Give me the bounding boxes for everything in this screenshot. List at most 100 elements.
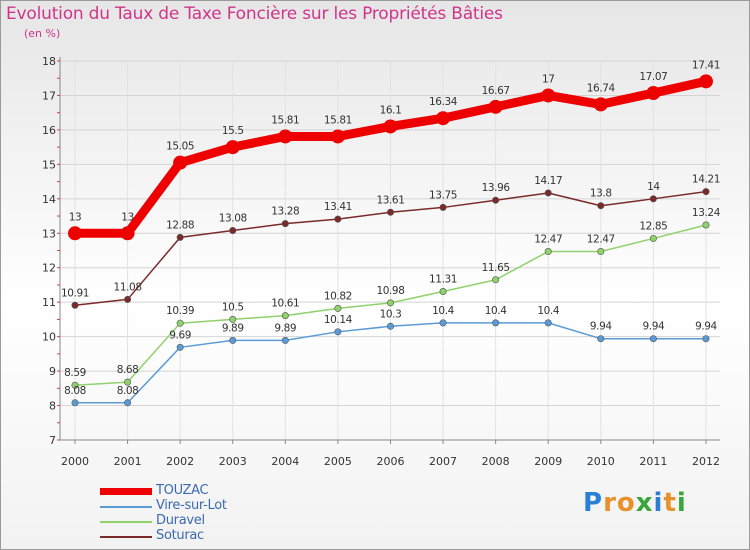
data-point-duravel: [124, 378, 132, 386]
data-point-duravel: [649, 234, 657, 242]
data-point-soturac: [124, 295, 132, 303]
x-tick-label: 2004: [271, 455, 299, 468]
data-label: 16.34: [429, 96, 458, 108]
chart-title: Evolution du Taux de Taxe Foncière sur l…: [6, 4, 503, 24]
data-point-vire-sur-lot: [229, 336, 237, 344]
data-label: 10.4: [537, 305, 559, 317]
x-tick-label: 2011: [639, 455, 667, 468]
data-point-vire-sur-lot: [386, 322, 394, 330]
x-tick-label: 2007: [429, 455, 457, 468]
logo-letter: t: [663, 488, 677, 518]
logo-letter: o: [616, 488, 636, 518]
x-tick-label: 2005: [324, 455, 352, 468]
data-point-soturac: [492, 196, 500, 204]
logo-letter: r: [603, 488, 617, 518]
logo-letter: i: [653, 488, 664, 518]
data-label: 11.65: [482, 262, 510, 274]
data-point-soturac: [649, 195, 657, 203]
data-point-soturac: [544, 189, 552, 197]
data-point-touzac: [278, 129, 293, 144]
data-point-vire-sur-lot: [71, 399, 79, 407]
legend-label: Duravel: [156, 513, 205, 528]
y-tick-label: 10: [42, 331, 56, 344]
data-point-touzac: [698, 74, 713, 89]
data-label: 10.4: [485, 305, 507, 317]
data-label: 16.67: [482, 85, 510, 97]
data-point-touzac: [541, 88, 556, 103]
data-point-touzac: [173, 155, 188, 170]
data-point-soturac: [597, 202, 605, 210]
data-label: 12.85: [639, 220, 667, 232]
data-label: 15.5: [222, 125, 244, 137]
data-label: 10.14: [324, 314, 353, 326]
y-tick-label: 16: [42, 124, 56, 137]
data-label: 17: [542, 73, 555, 85]
y-tick-label: 9: [49, 365, 56, 378]
data-point-duravel: [281, 312, 289, 320]
data-label: 13.96: [482, 182, 511, 194]
data-label: 10.39: [166, 305, 194, 317]
data-point-vire-sur-lot: [281, 336, 289, 344]
data-label: 14: [647, 181, 660, 193]
logo-letter: i: [676, 488, 687, 518]
data-label: 10.4: [432, 305, 454, 317]
data-label: 8.08: [117, 385, 139, 397]
data-label: 17.07: [639, 71, 667, 83]
logo-letter: P: [583, 488, 604, 518]
data-point-vire-sur-lot: [597, 335, 605, 343]
legend-label: TOUZAC: [156, 483, 209, 498]
data-label: 13.08: [219, 213, 247, 225]
data-point-soturac: [702, 188, 710, 196]
data-label: 15.81: [271, 114, 299, 126]
legend-swatch: [100, 536, 152, 538]
legend-label: Vire-sur-Lot: [156, 498, 227, 513]
data-point-duravel: [176, 319, 184, 327]
logo-letter: x: [635, 488, 654, 518]
data-label: 8.08: [64, 385, 86, 397]
data-point-touzac: [383, 119, 398, 134]
data-point-vire-sur-lot: [439, 319, 447, 327]
data-label: 10.98: [376, 285, 404, 297]
legend-swatch: [100, 488, 152, 495]
data-label: 9.89: [274, 322, 296, 334]
x-tick-label: 2000: [61, 455, 89, 468]
y-tick-label: 8: [49, 400, 56, 413]
data-point-touzac: [120, 226, 135, 241]
data-point-soturac: [71, 301, 79, 309]
y-tick-label: 15: [42, 158, 56, 171]
data-label: 9.94: [642, 321, 664, 333]
data-label: 10.3: [380, 308, 402, 320]
data-point-vire-sur-lot: [702, 335, 710, 343]
data-point-soturac: [176, 233, 184, 241]
data-point-duravel: [71, 381, 79, 389]
data-label: 9.94: [695, 321, 717, 333]
data-label: 13.24: [692, 207, 721, 219]
data-label: 16.74: [587, 82, 616, 94]
y-tick-label: 14: [42, 193, 56, 206]
x-tick-label: 2012: [692, 455, 720, 468]
data-point-soturac: [281, 220, 289, 228]
data-point-duravel: [386, 299, 394, 307]
data-point-touzac: [225, 140, 240, 155]
legend-swatch: [100, 521, 152, 523]
data-point-vire-sur-lot: [124, 399, 132, 407]
data-label: 14.17: [534, 175, 562, 187]
data-label: 10.82: [324, 290, 352, 302]
data-label: 10.61: [271, 298, 299, 310]
x-tick-label: 2006: [376, 455, 404, 468]
data-label: 13.61: [376, 194, 404, 206]
data-point-vire-sur-lot: [544, 319, 552, 327]
data-label: 13: [121, 211, 134, 223]
data-label: 9.69: [169, 329, 191, 341]
data-point-touzac: [436, 111, 451, 126]
data-label: 12.88: [166, 219, 194, 231]
data-label: 13.75: [429, 189, 457, 201]
y-tick-label: 18: [42, 55, 56, 68]
data-label: 12.47: [534, 234, 562, 246]
data-point-touzac: [68, 226, 82, 241]
legend-label: Soturac: [156, 528, 204, 543]
data-label: 13.41: [324, 201, 352, 213]
data-label: 13: [69, 211, 82, 223]
